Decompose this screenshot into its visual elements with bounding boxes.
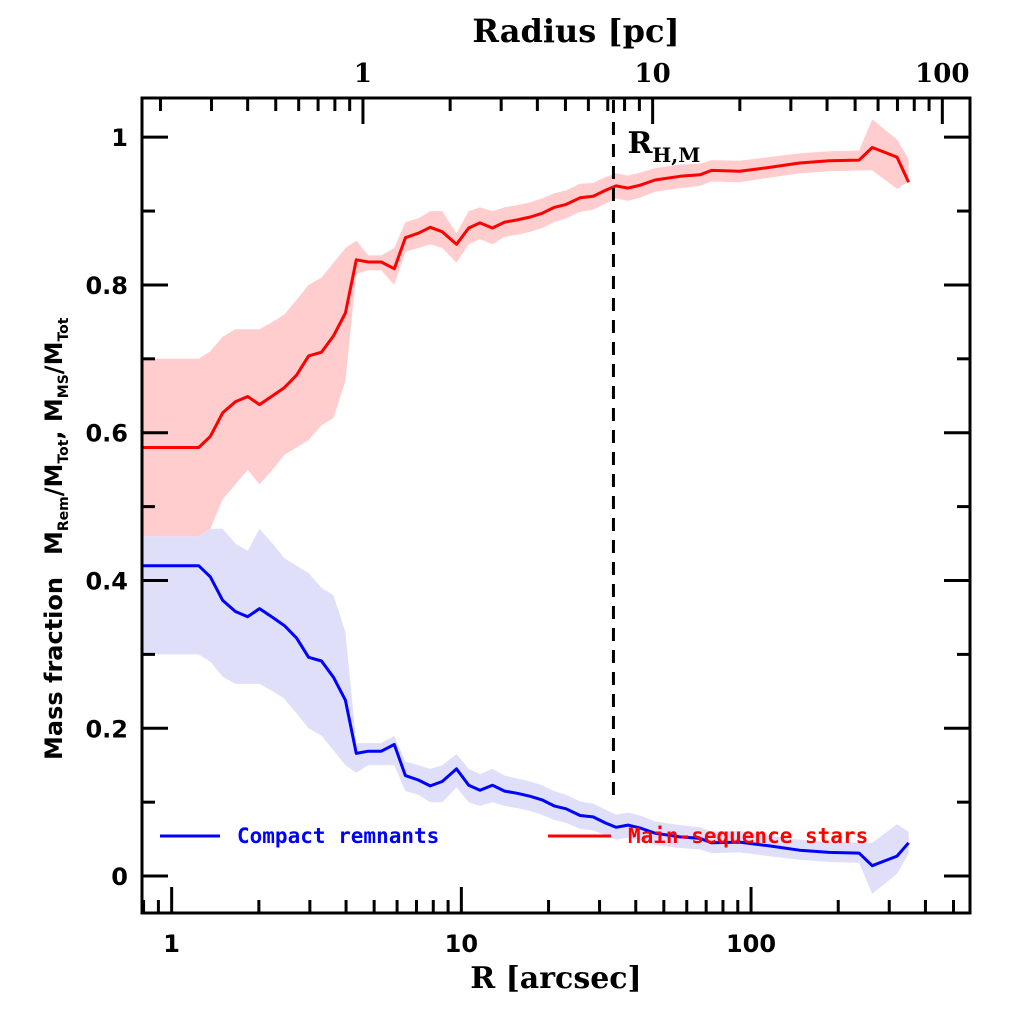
x-tick-label: 100 (726, 930, 776, 958)
half-mass-radius-label: RH,M (627, 126, 700, 167)
x-axis-label: R [arcsec] (470, 961, 642, 996)
legend-label-remnants: Compact remnants (237, 824, 439, 848)
y-axis-label: Mass fraction MRem/MTot, MMS/MTot (40, 317, 72, 760)
x-tick-label: 10 (445, 930, 478, 958)
x-tick-label: 1 (163, 930, 180, 958)
y-tick-label: 1 (111, 124, 128, 152)
ylabel-ms: MS (56, 374, 72, 398)
ylabel-slash1: /M (40, 464, 68, 497)
ylabel-m1: M (40, 531, 68, 555)
top-axis-label: Radius [pc] (472, 12, 679, 50)
band-remnants (142, 528, 909, 894)
y-tick-label: 0 (111, 863, 128, 891)
y-tick-label: 0.4 (85, 567, 128, 595)
x2-tick-label: 100 (915, 59, 969, 89)
axis-ticks (142, 98, 970, 913)
legend: Compact remnants Main-sequence stars (160, 824, 868, 848)
line-remnants (142, 564, 910, 868)
line-main-sequence (142, 146, 910, 449)
legend-label-ms: Main-sequence stars (628, 824, 868, 848)
y-axis-label-sub: MRem/MTot, MMS/MTot (40, 317, 72, 555)
rhm-main: R (627, 126, 653, 161)
ylabel-tot1: Tot (56, 439, 72, 463)
y-axis-label-main: Mass fraction (40, 577, 68, 760)
y-tick-label: 0.2 (85, 715, 128, 743)
ylabel-comma: , M (40, 398, 68, 439)
y-tick-label: 0.6 (85, 420, 128, 448)
y-tick-label: 0.8 (85, 272, 128, 300)
x2-tick-label: 1 (354, 59, 372, 89)
band-main-sequence (142, 119, 909, 537)
ylabel-tot2: Tot (56, 317, 72, 341)
uncertainty-bands (142, 119, 909, 894)
rhm-subscript: H,M (652, 143, 700, 167)
ylabel-rem: Rem (56, 496, 72, 531)
axis-tick-labels: 1 10 100 1 10 100 0 0.2 0.4 0.6 0.8 1 (85, 59, 969, 958)
ylabel-slash2: /M (40, 342, 68, 375)
series-lines (141, 146, 910, 868)
x2-tick-label: 10 (635, 59, 671, 89)
